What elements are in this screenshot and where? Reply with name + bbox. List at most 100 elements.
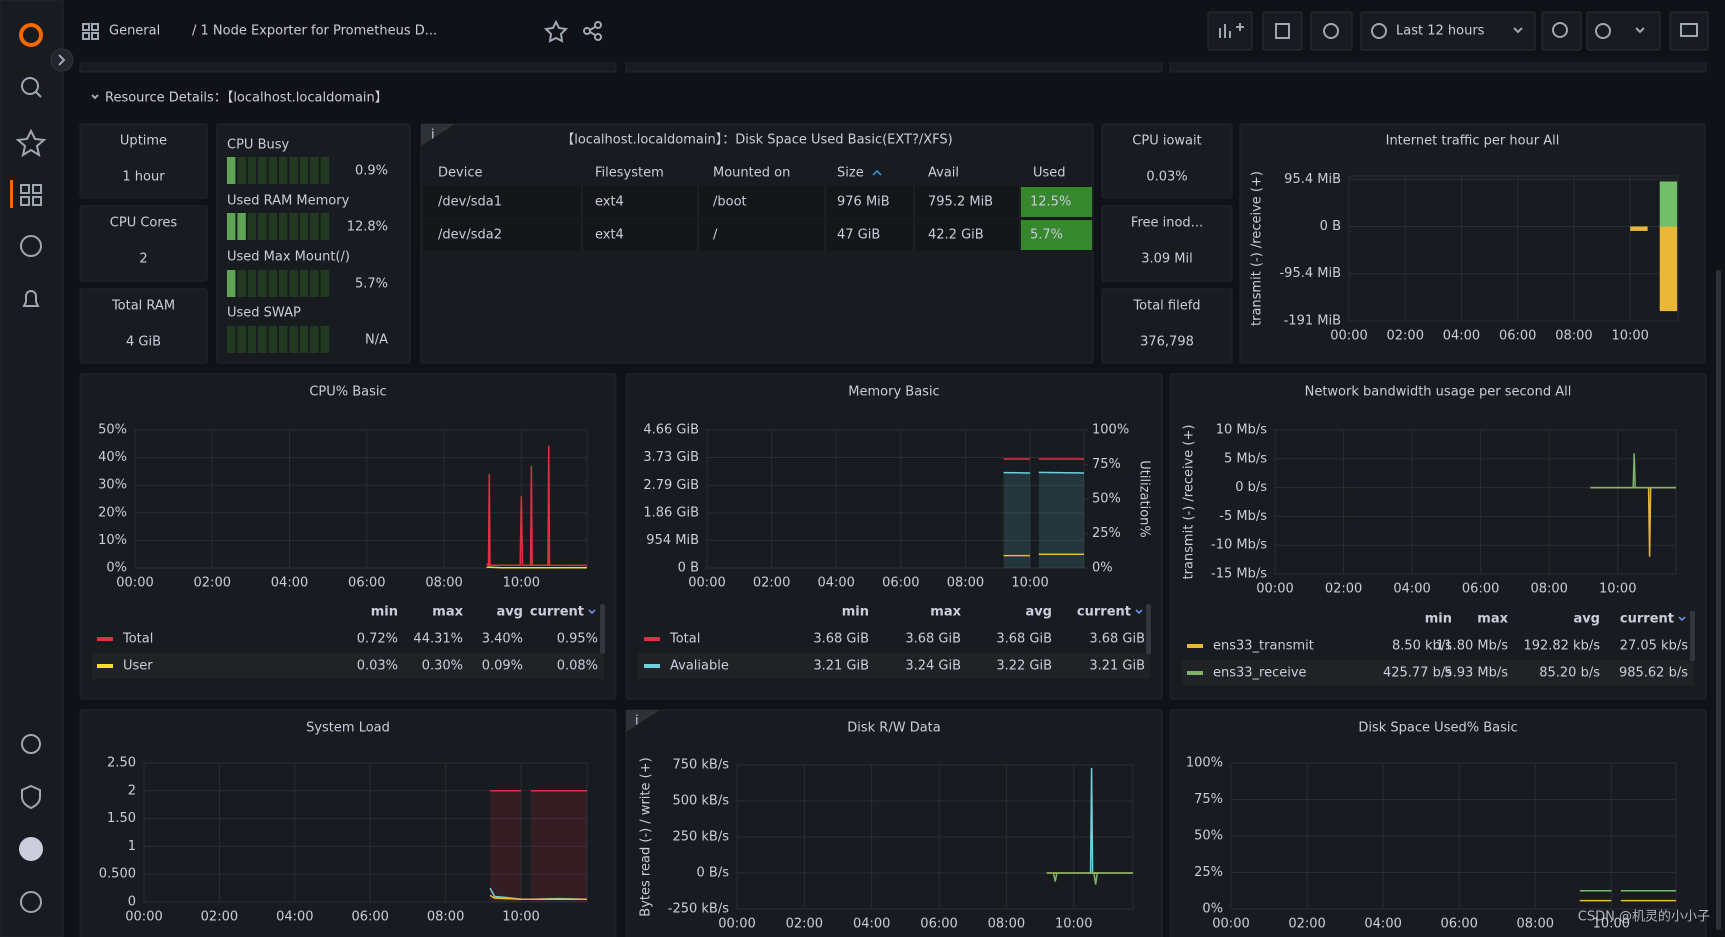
- gauge-value: 5.7%: [355, 277, 388, 292]
- x-tick-label: 04:00: [1443, 329, 1480, 344]
- panel-title: CPU% Basic: [309, 385, 386, 400]
- gauge-cell: [227, 270, 236, 297]
- alert-icon[interactable]: [22, 290, 40, 307]
- search-icon: [35, 91, 42, 98]
- share-button[interactable]: [583, 21, 602, 41]
- row-chevron[interactable]: [91, 94, 99, 100]
- panel: [625, 373, 1163, 700]
- expand-button[interactable]: [50, 48, 74, 72]
- y-tick-label: 0: [128, 895, 136, 910]
- legend-header: max: [930, 605, 961, 620]
- legend-stat: 8.50 kb/s: [1392, 639, 1452, 654]
- legend-stat: 44.31%: [413, 632, 463, 647]
- row-title[interactable]: Resource Details：【localhost.localdomain】: [105, 91, 388, 106]
- logo[interactable]: [19, 23, 43, 47]
- series-line: [1590, 453, 1676, 489]
- search-icon[interactable]: [21, 77, 39, 95]
- dashboards-icon[interactable]: [20, 184, 42, 206]
- x-tick-label: 10:00: [502, 910, 539, 925]
- series-line: [489, 894, 587, 900]
- stat-value: 2: [139, 252, 147, 267]
- sort-caret: [588, 609, 596, 615]
- gauge-cell: [279, 157, 288, 184]
- x-tick-label: 00:00: [1256, 582, 1293, 597]
- legend-row-bg: [1182, 660, 1694, 686]
- x-tick-label: 00:00: [125, 910, 162, 925]
- settings-button[interactable]: [1310, 11, 1353, 51]
- plot-border: [706, 429, 1085, 569]
- y-tick-label: 0 b/s: [1235, 480, 1267, 495]
- gauge-cell: [289, 326, 298, 353]
- refresh-button[interactable]: [1586, 11, 1661, 51]
- explore-icon[interactable]: [20, 235, 42, 257]
- y2-tick-label: 25%: [1092, 526, 1121, 541]
- y-tick-label: 30%: [98, 478, 127, 493]
- watermark: CSDN @机灵的小小子: [1578, 909, 1710, 925]
- legend-header: max: [432, 605, 463, 620]
- stat-title: Uptime: [120, 134, 167, 149]
- time-picker[interactable]: [1360, 11, 1536, 51]
- settings-icon[interactable]: [21, 734, 41, 754]
- y-tick-label: 50%: [1194, 829, 1223, 844]
- y-tick-label: 750 kB/s: [672, 758, 729, 773]
- caret: [1513, 27, 1523, 34]
- legend-scrollbar: [1690, 611, 1695, 661]
- legend-stat: 3.68 GiB: [905, 632, 961, 647]
- legend-stat: 985.62 b/s: [1619, 666, 1688, 681]
- breadcrumb[interactable]: General: [109, 24, 160, 39]
- legend-stat: 3.68 GiB: [996, 632, 1052, 647]
- x-tick-label: 08:00: [425, 576, 462, 591]
- x-tick-label: 10:00: [1055, 917, 1092, 932]
- y-tick-label: 0.500: [99, 867, 136, 882]
- bar: [1630, 226, 1648, 231]
- y-tick-label: 0%: [106, 561, 127, 576]
- y-tick-label: 75%: [1194, 792, 1223, 807]
- y-tick-label: 10%: [98, 533, 127, 548]
- time-range[interactable]: Last 12 hours: [1396, 24, 1485, 39]
- legend-header: avg: [1025, 605, 1052, 620]
- gauge-cell: [268, 213, 277, 240]
- sort-caret: [1135, 609, 1143, 615]
- stat-value: 4 GiB: [126, 335, 161, 350]
- table-cell: /dev/sda1: [438, 195, 502, 210]
- x-tick-label: 02:00: [194, 576, 231, 591]
- legend-name: Total: [122, 632, 153, 647]
- legend-stat: 11.80 Mb/s: [1436, 639, 1508, 654]
- gauge-cell: [279, 326, 288, 353]
- y-tick-label: -15 Mb/s: [1211, 567, 1267, 582]
- zoom-icon: [1552, 22, 1568, 38]
- table-cell: 795.2 MiB: [928, 195, 993, 210]
- gauge-cell: [310, 157, 319, 184]
- legend-stat: 0.72%: [357, 632, 398, 647]
- used-cell: [1021, 220, 1092, 250]
- star-button[interactable]: [543, 19, 569, 43]
- x-tick-label: 04:00: [276, 910, 313, 925]
- panel-title: Internet traffic per hour All: [1386, 134, 1560, 149]
- gauge-cell: [247, 213, 257, 240]
- gauge-cell: [227, 157, 236, 184]
- scrollbar[interactable]: [1716, 270, 1721, 930]
- shield-icon[interactable]: [21, 784, 41, 810]
- legend-stat: 425.77 b/s: [1383, 666, 1452, 681]
- star-icon[interactable]: [15, 128, 47, 158]
- save-button[interactable]: [1262, 11, 1303, 51]
- x-tick-label: 06:00: [1440, 917, 1477, 932]
- y-tick-label: 3.73 GiB: [643, 450, 699, 465]
- avatar[interactable]: [19, 837, 43, 861]
- gauge-value: 12.8%: [347, 220, 388, 235]
- help-icon[interactable]: [20, 891, 42, 913]
- legend-swatch: [1187, 671, 1203, 675]
- x-tick-label: 02:00: [786, 917, 823, 932]
- panel: [1169, 709, 1707, 937]
- caret: [1635, 27, 1645, 34]
- stat-value: 0.03%: [1146, 170, 1187, 185]
- column-header: Used: [1033, 166, 1066, 181]
- y-tick-label: 2.79 GiB: [643, 478, 699, 493]
- legend-name: ens33_receive: [1213, 666, 1307, 681]
- y-tick-label: 95.4 MiB: [1284, 172, 1341, 187]
- tv-button[interactable]: [1669, 11, 1709, 51]
- gauge-cell: [289, 157, 298, 184]
- x-tick-label: 06:00: [882, 576, 919, 591]
- x-tick-label: 10:00: [503, 576, 540, 591]
- zoom-out-button[interactable]: [1541, 11, 1582, 51]
